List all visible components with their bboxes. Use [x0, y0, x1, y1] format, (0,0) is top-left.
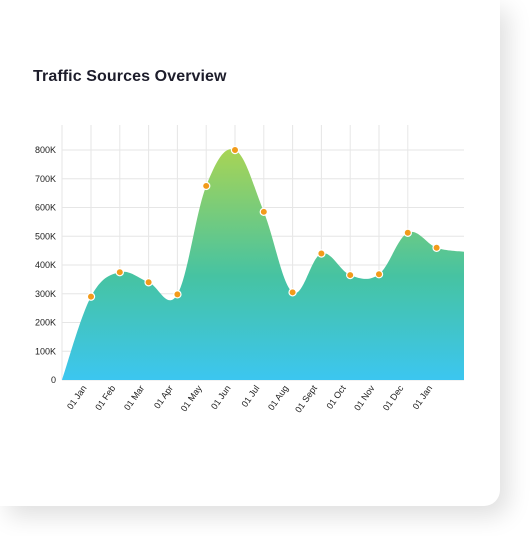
y-tick-label: 600K — [35, 203, 56, 213]
y-tick-label: 0 — [51, 375, 56, 385]
x-tick-label: 01 Jul — [239, 383, 261, 408]
x-tick-label: 01 Oct — [324, 383, 348, 411]
data-points — [86, 145, 441, 301]
data-point — [374, 270, 384, 279]
x-tick-label: 01 Jun — [209, 383, 233, 411]
y-axis: 0 100K 200K 300K 400K 500K 600K 700K 800K — [35, 145, 56, 385]
x-axis: 01 Jan 01 Feb 01 Mar 01 Apr 01 May 01 Jun 01 J… — [65, 383, 434, 415]
data-point — [230, 145, 240, 155]
data-point — [115, 267, 125, 277]
x-tick-label: 01 Aug — [266, 383, 290, 412]
data-point — [432, 243, 441, 252]
data-point — [317, 249, 326, 258]
data-point — [288, 288, 297, 297]
x-tick-label: 01 Mar — [122, 383, 146, 412]
y-tick-label: 500K — [35, 231, 56, 241]
data-point — [201, 181, 211, 191]
y-tick-label: 400K — [35, 260, 56, 270]
x-tick-label: 01 Jan — [65, 383, 89, 411]
chart-title: Traffic Sources Overview — [33, 68, 227, 85]
y-tick-label: 100K — [35, 346, 56, 356]
x-tick-label: 01 May — [179, 383, 204, 413]
x-tick-label: 01 Feb — [93, 383, 117, 412]
data-point — [86, 292, 96, 301]
y-tick-label: 200K — [35, 318, 56, 328]
y-tick-label: 300K — [35, 289, 56, 299]
data-point — [173, 290, 182, 299]
data-point — [144, 278, 153, 287]
data-point — [259, 207, 268, 217]
y-tick-label: 700K — [35, 174, 56, 184]
x-tick-label: 01 Jan — [411, 383, 435, 411]
data-point — [403, 228, 412, 237]
y-tick-label: 800K — [35, 145, 56, 155]
data-point — [346, 270, 355, 280]
x-tick-label: 01 Apr — [152, 383, 175, 410]
x-tick-label: 01 Nov — [352, 383, 377, 413]
x-tick-label: 01 Sept — [293, 383, 319, 415]
x-tick-label: 01 Dec — [381, 383, 406, 413]
area-fill — [62, 149, 464, 380]
